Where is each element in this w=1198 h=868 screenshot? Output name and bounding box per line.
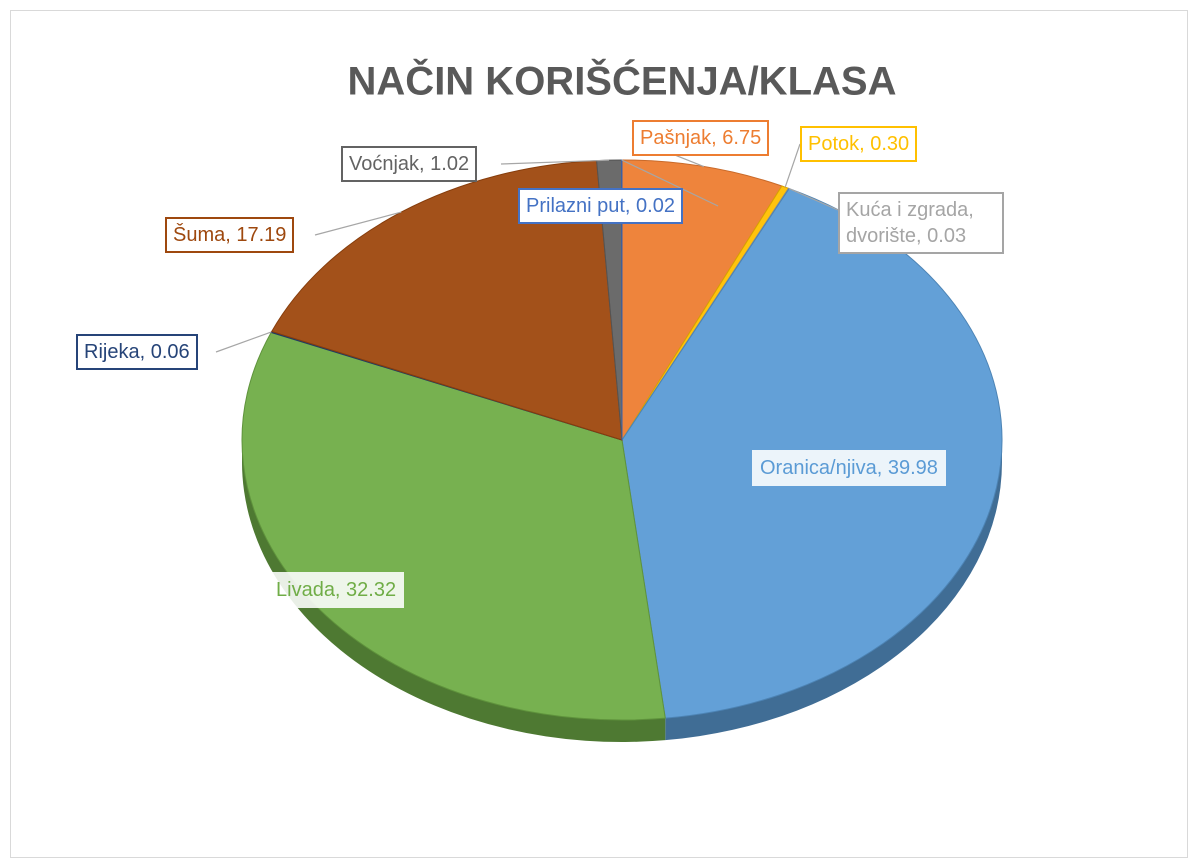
data-label: Rijeka, 0.06 bbox=[76, 334, 198, 370]
leader-line bbox=[788, 187, 839, 211]
pie-slice bbox=[241, 331, 666, 721]
data-label: Voćnjak, 1.02 bbox=[341, 146, 478, 182]
leader-line bbox=[500, 159, 610, 165]
chart-title: NAČIN KORIŠĆENJA/KLASA bbox=[348, 58, 897, 104]
data-label: Livada, 32.32 bbox=[268, 572, 405, 608]
leader-line bbox=[314, 211, 402, 236]
data-label: Kuća i zgrada, dvorište, 0.03 bbox=[838, 192, 1004, 254]
data-label: Pašnjak, 6.75 bbox=[632, 120, 770, 156]
data-label: Šuma, 17.19 bbox=[165, 217, 295, 253]
data-label: Oranica/njiva, 39.98 bbox=[752, 450, 946, 486]
pie-slice bbox=[621, 159, 783, 442]
data-label: Potok, 0.30 bbox=[800, 126, 918, 162]
leader-line bbox=[215, 331, 272, 353]
leader-line bbox=[784, 143, 801, 188]
pie-side bbox=[665, 440, 1003, 741]
data-label: Prilazni put, 0.02 bbox=[518, 188, 683, 224]
leader-line bbox=[621, 159, 719, 207]
